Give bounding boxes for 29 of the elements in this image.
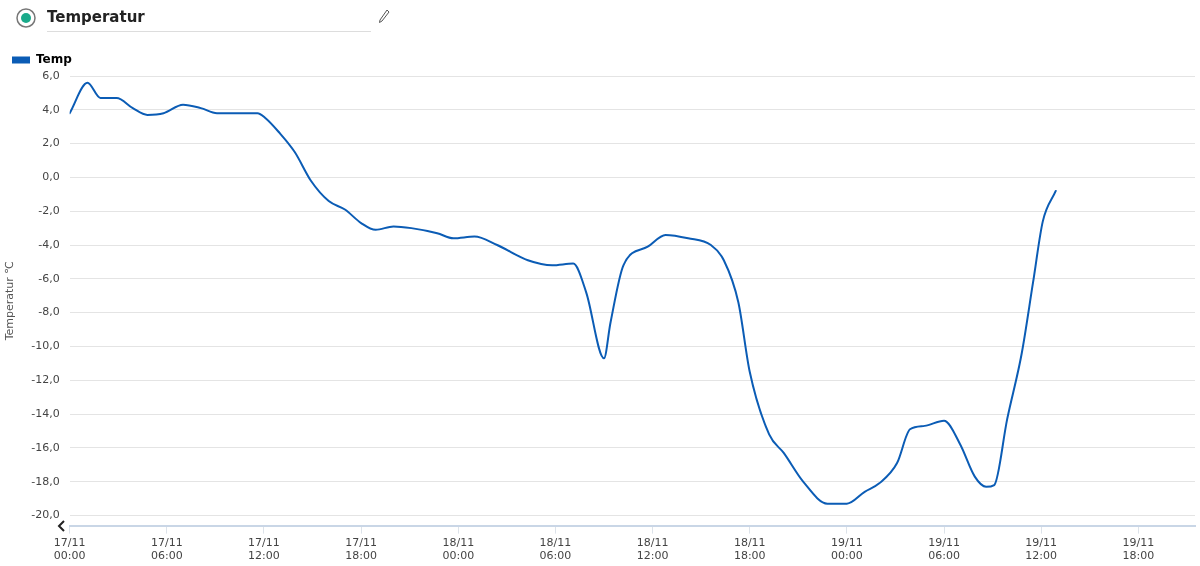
- legend-label: Temp: [36, 52, 73, 67]
- chart-title: Temperatur: [47, 8, 145, 26]
- x-tick-label: 19/11 00:00: [831, 536, 863, 563]
- y-axis-title: Temperatur ℃: [3, 261, 17, 342]
- x-tick-label: 17/11 00:00: [53, 536, 86, 563]
- x-tick-label: 18/11 06:00: [539, 536, 572, 563]
- y-tick-label: -2,0: [38, 204, 60, 218]
- y-tick-label: 6,0: [42, 68, 60, 82]
- y-tick-label: -6,0: [38, 271, 60, 285]
- x-tick-label: 19/11 06:00: [928, 536, 960, 563]
- x-tick-label: 18/11 18:00: [733, 536, 766, 563]
- x-tick-label: 18/11 12:00: [636, 536, 669, 563]
- y-tick-label: -8,0: [38, 305, 60, 319]
- x-tick-label: 17/11 12:00: [248, 536, 280, 563]
- x-tick-label: 18/11 00:00: [442, 536, 475, 563]
- y-tick-label: 2,0: [42, 136, 60, 150]
- y-tick-label: 0,0: [42, 170, 60, 184]
- y-tick-label: -16,0: [31, 440, 60, 454]
- x-tick-label: 17/11 06:00: [150, 536, 183, 563]
- y-tick-label: -12,0: [31, 373, 60, 387]
- y-tick-label: -10,0: [31, 339, 60, 353]
- x-tick-label: 19/11 12:00: [1025, 536, 1058, 563]
- y-tick-label: -18,0: [31, 474, 60, 488]
- y-tick-label: -20,0: [31, 508, 60, 522]
- y-tick-label: -14,0: [31, 406, 60, 420]
- x-tick-label: 17/11 18:00: [345, 536, 377, 563]
- y-tick-label: -4,0: [38, 237, 60, 251]
- y-tick-label: 4,0: [42, 102, 60, 116]
- x-tick-label: 19/11 18:00: [1122, 536, 1155, 563]
